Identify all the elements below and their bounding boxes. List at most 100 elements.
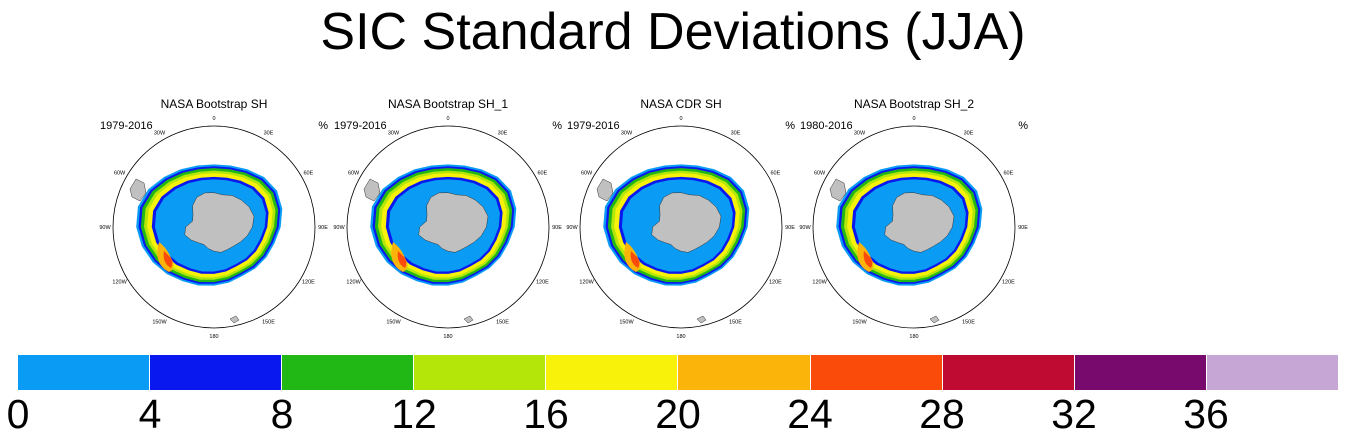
map-panel-bootstrap-sh-1: 0 30E 60E 90E 120E 150E 180 150W 120W 90W 60W 30W N… — [330, 96, 566, 340]
longitude-label: 180 — [676, 334, 685, 340]
panel-title: NASA CDR SH — [640, 97, 722, 111]
polar-map: 0 30E 60E 90E 120E 150E 180 150W 120W 90W 60W 30W — [799, 116, 1028, 340]
colorbar-tick-label: 24 — [787, 391, 833, 437]
colorbar-tick-label: 0 — [6, 391, 30, 437]
panel-title: NASA Bootstrap SH_2 — [853, 97, 975, 111]
panel-years: 1980-2016 — [800, 120, 853, 132]
map-panel-cdr-sh: 0 30E 60E 90E 120E 150E 180 150W 120W 90W 60W 30W N… — [563, 96, 799, 340]
map-panel-bootstrap-sh-2: 0 30E 60E 90E 120E 150E 180 150W 120W 90W 60W 30W N… — [796, 96, 1032, 340]
longitude-label: 0 — [446, 116, 449, 122]
colorbar-tick-label: 8 — [270, 391, 294, 437]
longitude-label: 180 — [909, 334, 918, 340]
colorbar-box — [150, 355, 283, 390]
longitude-label: 90W — [566, 225, 578, 231]
map-panel-bootstrap-sh: 0 30E 60E 90E 120E 150E 180 150W 120W 90W 60W 30W N… — [96, 96, 332, 340]
polar-map: 0 30E 60E 90E 120E 150E 180 150W 120W 90W 60W 30W — [566, 116, 795, 340]
panel-unit: % — [1018, 120, 1028, 132]
colorbar-box — [942, 355, 1075, 390]
longitude-label: 0 — [679, 116, 682, 122]
polar-map: 0 30E 60E 90E 120E 150E 180 150W 120W 90W 60W 30W — [333, 116, 562, 340]
colorbar-box — [678, 355, 811, 390]
colorbar-box — [18, 355, 151, 390]
longitude-label: 150E — [262, 319, 275, 325]
colorbar — [18, 355, 1338, 390]
longitude-label: 60W — [814, 171, 826, 177]
longitude-label: 0 — [912, 116, 915, 122]
colorbar-box — [414, 355, 547, 390]
longitude-label: 180 — [443, 334, 452, 340]
panel-title: NASA Bootstrap SH_1 — [387, 97, 509, 111]
longitude-label: 150E — [729, 319, 742, 325]
island-land — [696, 315, 707, 324]
longitude-label: 30W — [854, 131, 866, 137]
longitude-label: 120E — [302, 280, 315, 286]
longitude-label: 120W — [579, 280, 594, 286]
longitude-label: 30W — [621, 131, 633, 137]
longitude-label: 150W — [619, 319, 634, 325]
longitude-label: 60E — [304, 171, 314, 177]
longitude-label: 90E — [552, 225, 562, 231]
longitude-label: 90E — [318, 225, 328, 231]
panel-title: NASA Bootstrap SH — [160, 97, 268, 111]
sic-hotspot-core — [397, 251, 407, 268]
panel-years: 1979-2016 — [567, 120, 620, 132]
south-america-land — [596, 178, 614, 202]
colorbar-tick-label: 36 — [1183, 391, 1229, 437]
longitude-label: 90E — [785, 225, 795, 231]
longitude-label: 150W — [386, 319, 401, 325]
panel-unit: % — [552, 120, 562, 132]
sic-hotspot-core — [863, 251, 873, 268]
panel-unit: % — [785, 120, 795, 132]
longitude-label: 180 — [209, 334, 218, 340]
longitude-label: 60E — [538, 171, 548, 177]
south-america-land — [829, 178, 847, 202]
longitude-label: 30E — [264, 131, 274, 137]
longitude-label: 120W — [346, 280, 361, 286]
longitude-label: 30W — [388, 131, 400, 137]
island-land — [463, 315, 474, 324]
island-land — [929, 315, 940, 324]
longitude-label: 60W — [348, 171, 360, 177]
longitude-label: 150W — [852, 319, 867, 325]
longitude-label: 120E — [536, 280, 549, 286]
longitude-label: 0 — [212, 116, 215, 122]
panel-years: 1979-2016 — [100, 120, 153, 132]
longitude-label: 120E — [1002, 280, 1015, 286]
polar-map: 0 30E 60E 90E 120E 150E 180 150W 120W 90W 60W 30W — [99, 116, 328, 340]
colorbar-tick-label: 4 — [138, 391, 162, 437]
colorbar-tick-label: 20 — [655, 391, 701, 437]
colorbar-tick-label: 32 — [1051, 391, 1097, 437]
panel-unit: % — [318, 120, 328, 132]
antarctica-land — [651, 192, 722, 253]
colorbar-box — [810, 355, 943, 390]
figure-title: SIC Standard Deviations (JJA) — [320, 3, 1026, 61]
longitude-label: 30E — [731, 131, 741, 137]
south-america-land — [363, 178, 381, 202]
longitude-label: 90W — [99, 225, 111, 231]
colorbar-box — [1206, 355, 1338, 390]
colorbar-tick-label: 28 — [919, 391, 965, 437]
longitude-label: 150W — [152, 319, 167, 325]
longitude-label: 60E — [771, 171, 781, 177]
longitude-label: 30W — [154, 131, 166, 137]
longitude-label: 90E — [1018, 225, 1028, 231]
antarctica-land — [184, 192, 255, 253]
longitude-label: 60W — [114, 171, 126, 177]
longitude-label: 60W — [581, 171, 593, 177]
longitude-label: 120W — [812, 280, 827, 286]
colorbar-box — [546, 355, 679, 390]
longitude-label: 90W — [333, 225, 345, 231]
antarctica-land — [418, 192, 489, 253]
antarctica-land — [884, 192, 955, 253]
island-land — [229, 315, 240, 324]
longitude-label: 30E — [964, 131, 974, 137]
longitude-label: 150E — [496, 319, 509, 325]
sic-hotspot-core — [163, 251, 173, 268]
colorbar-box — [1074, 355, 1207, 390]
longitude-label: 120W — [112, 280, 127, 286]
sic-hotspot-core — [630, 251, 640, 268]
panel-years: 1979-2016 — [334, 120, 387, 132]
colorbar-tick-label: 16 — [523, 391, 569, 437]
longitude-label: 60E — [1004, 171, 1014, 177]
longitude-label: 120E — [769, 280, 782, 286]
